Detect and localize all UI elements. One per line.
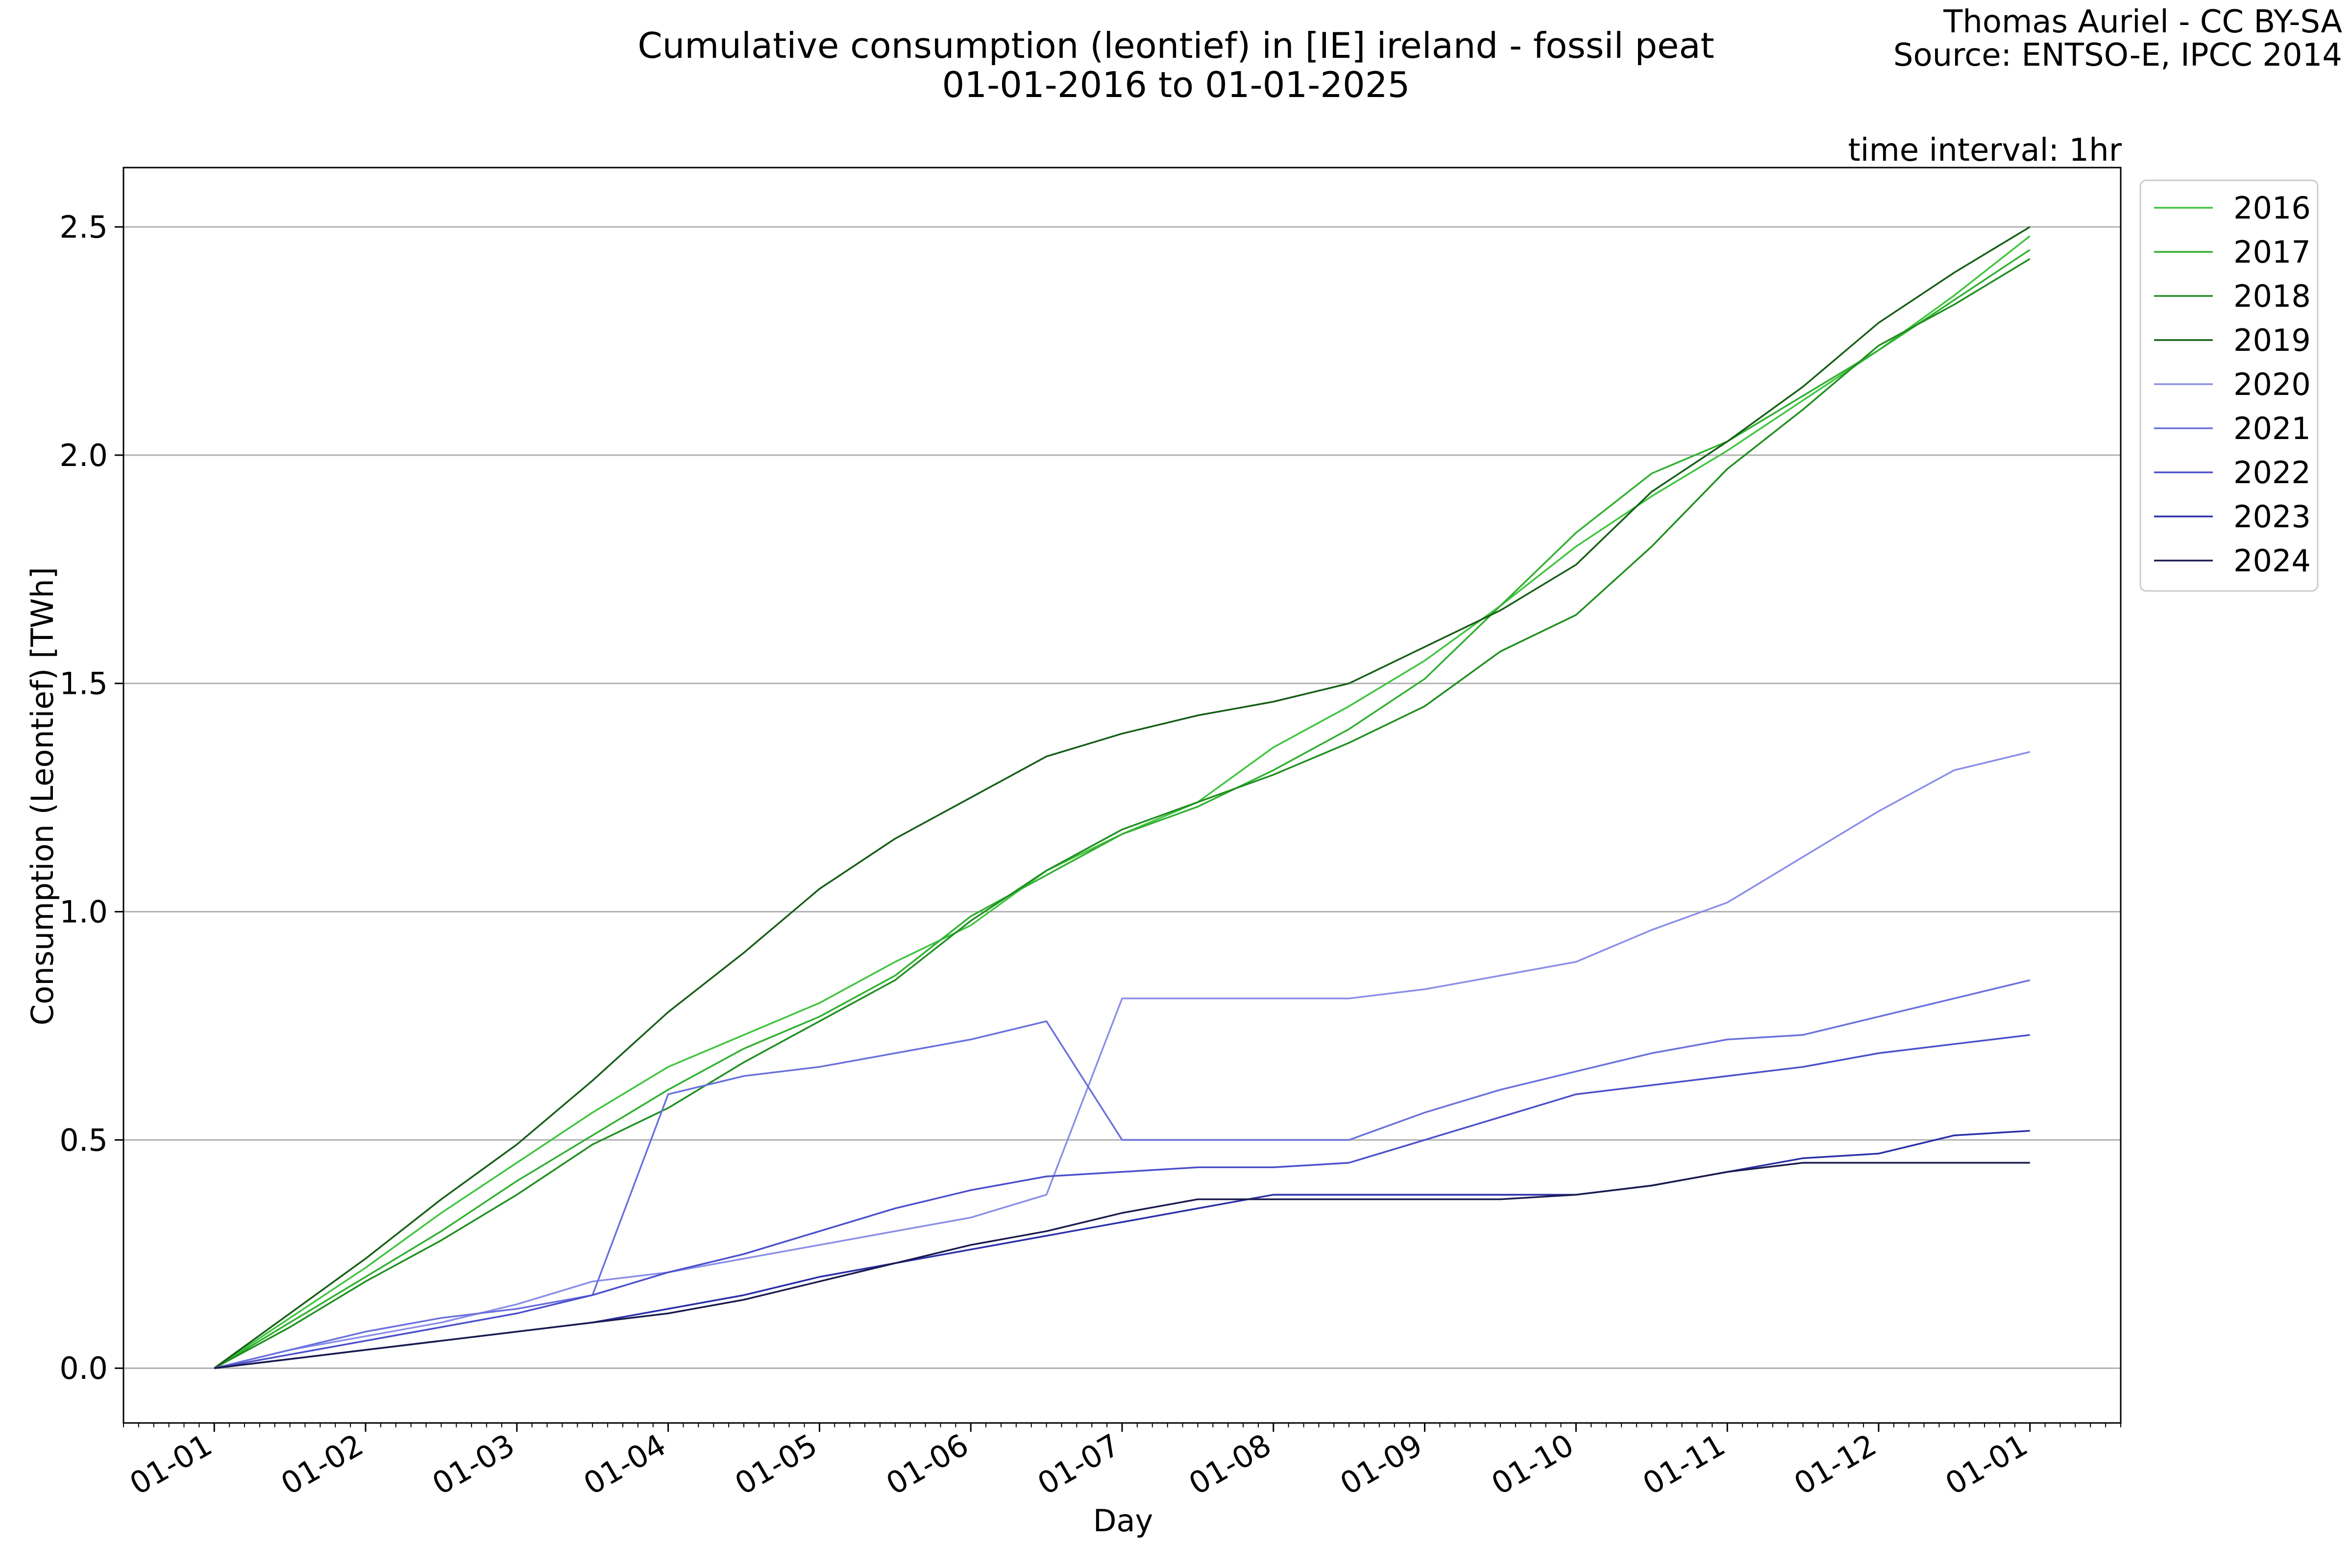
credit-source: Source: ENTSO-E, IPCC 2014: [1893, 37, 2342, 74]
legend-label-2019: 2019: [2233, 322, 2311, 358]
y-axis: 0.0 0.5 1.0 1.5 2.0 2.5: [59, 209, 123, 1386]
legend-label-2020: 2020: [2233, 367, 2311, 402]
series-line-2016: [214, 235, 2031, 1369]
series-line-2018: [214, 258, 2031, 1369]
legend-label-2021: 2021: [2233, 411, 2311, 446]
y-tick-label: 2.0: [59, 438, 108, 473]
x-tick-label: 01-06: [880, 1427, 975, 1502]
legend-label-2022: 2022: [2233, 455, 2311, 490]
x-tick-label: 01-01: [1939, 1427, 2034, 1502]
x-axis-label: Day: [1093, 1503, 1153, 1539]
series-line-2019: [214, 226, 2031, 1369]
x-tick-label: 01-04: [578, 1427, 672, 1502]
chart-title: Cumulative consumption (leontief) in [IE…: [637, 25, 1714, 66]
x-tick-label: 01-11: [1637, 1427, 1731, 1502]
series-line-2020: [214, 751, 2031, 1369]
plot-frame: [122, 167, 2122, 1424]
x-tick-label: 01-09: [1334, 1427, 1429, 1502]
series-line-2024: [214, 1162, 2030, 1369]
x-tick-label: 01-12: [1788, 1427, 1883, 1502]
series-line-2017: [214, 249, 2031, 1369]
legend-label-2018: 2018: [2233, 278, 2311, 314]
legend-label-2017: 2017: [2233, 234, 2311, 270]
x-axis: 01-01 01-02 01-03 01-04 01-05 01-06 01-07 01-08…: [123, 1423, 2121, 1502]
x-tick-label: 01-07: [1031, 1427, 1126, 1502]
legend: 2016 2017 2018 2019 2020 2021 2022 2023 2024: [2139, 179, 2319, 592]
y-tick-label: 1.5: [59, 666, 108, 702]
credit-author: Thomas Auriel - CC BY-SA: [1943, 4, 2342, 40]
series-lines: [214, 226, 2031, 1369]
series-line-2022: [214, 1034, 2030, 1369]
y-tick-label: 0.0: [59, 1350, 108, 1386]
gridlines: [123, 226, 2121, 1369]
chart-subtitle: 01-01-2016 to 01-01-2025: [942, 64, 1410, 105]
legend-label-2016: 2016: [2233, 190, 2311, 226]
y-tick-label: 2.5: [59, 209, 108, 245]
y-tick-label: 1.0: [59, 894, 108, 930]
x-tick-label: 01-05: [729, 1427, 823, 1502]
series-line-2021: [214, 979, 2031, 1369]
legend-label-2023: 2023: [2233, 499, 2311, 535]
x-tick-label: 01-08: [1183, 1427, 1277, 1502]
x-tick-label: 01-02: [275, 1427, 369, 1502]
y-tick-label: 0.5: [59, 1122, 108, 1158]
x-tick-label: 01-01: [123, 1427, 218, 1502]
time-interval-note: time interval: 1hr: [1848, 132, 2122, 169]
x-tick-label: 01-10: [1485, 1427, 1580, 1502]
y-axis-label: Consumption (Leontief) [TWh]: [24, 567, 60, 1026]
legend-box: [2139, 179, 2319, 592]
legend-label-2024: 2024: [2233, 543, 2311, 579]
x-tick-label: 01-03: [426, 1427, 521, 1502]
